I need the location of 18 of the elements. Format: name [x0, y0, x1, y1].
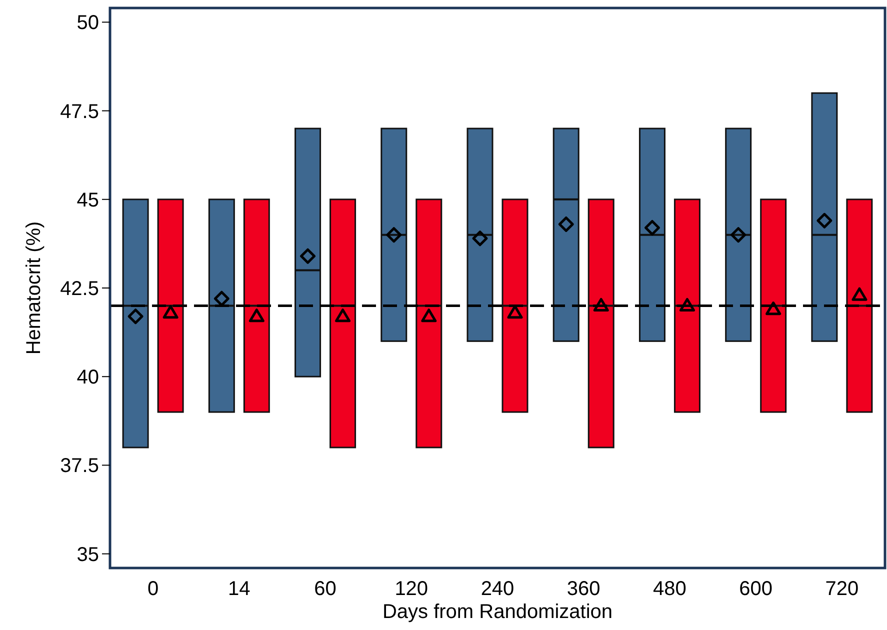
x-tick-label: 720 — [825, 578, 859, 600]
x-tick-label: 120 — [394, 578, 428, 600]
y-tick-label: 40 — [76, 366, 99, 389]
y-axis-title: Hematocrit (%) — [23, 221, 45, 355]
x-tick-label: 60 — [314, 578, 336, 600]
x-axis-title: Days from Randomization — [382, 601, 613, 623]
y-tick-label: 37.5 — [60, 455, 99, 478]
y-tick-label: 47.5 — [60, 100, 99, 123]
x-tick-label: 0 — [147, 578, 159, 600]
x-tick-label: 360 — [566, 578, 600, 600]
y-tick-label: 35 — [76, 544, 99, 566]
x-tick-label: 240 — [480, 578, 514, 600]
x-tick-label: 14 — [228, 578, 250, 600]
x-tick-label: 600 — [739, 578, 773, 600]
x-tick-label: 480 — [653, 578, 686, 600]
y-tick-label: 45 — [76, 189, 99, 212]
y-tick-label: 50 — [76, 12, 99, 34]
y-tick-label: 42.5 — [60, 278, 99, 300]
